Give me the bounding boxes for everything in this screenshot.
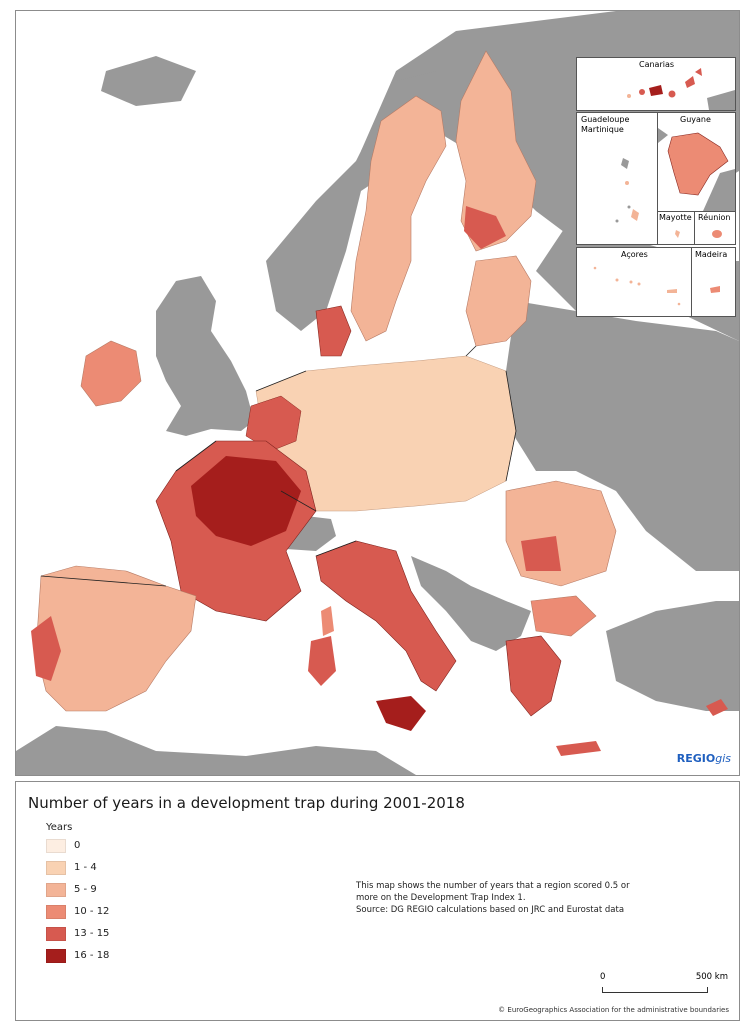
north-africa-land xyxy=(16,726,416,775)
inset-guyane: Guyane xyxy=(657,112,736,212)
eastern-europe-non-eu xyxy=(506,301,739,571)
inset-madeira: Madeira xyxy=(691,247,736,317)
finland-regions xyxy=(455,50,537,252)
legend-swatch xyxy=(46,926,66,941)
italy-regions xyxy=(315,540,457,692)
regiogis-logo-main: REGIO xyxy=(676,752,716,765)
inset-mayotte-label: Mayotte xyxy=(659,213,692,222)
legend-swatch xyxy=(46,904,66,919)
legend-class-0: 0 xyxy=(46,838,80,853)
baltic-regions xyxy=(465,255,532,347)
cyprus-region xyxy=(706,699,728,716)
inset-martinique-label: Martinique xyxy=(581,125,624,134)
iberia-regions xyxy=(35,565,197,712)
benelux-regions xyxy=(245,395,302,452)
bulgaria-regions xyxy=(530,595,597,637)
sicily-regions xyxy=(376,696,426,731)
inset-reunion-label: Réunion xyxy=(698,213,731,222)
legend-swatch xyxy=(46,860,66,875)
balkans-non-eu xyxy=(411,556,531,651)
legend-label: 16 - 18 xyxy=(74,950,110,961)
map-panel: Canarias Guadeloupe Martinique Guyane xyxy=(15,10,740,776)
inset-canarias-label: Canarias xyxy=(639,60,675,69)
legend-label: 0 xyxy=(74,840,81,851)
uk-land xyxy=(156,276,254,436)
inset-acores: Açores xyxy=(576,247,692,317)
inset-acores-label: Açores xyxy=(621,250,648,259)
regiogis-logo: REGIOgis xyxy=(677,752,731,765)
regiogis-logo-italic: gis xyxy=(715,752,731,765)
iceland-land xyxy=(101,56,196,106)
corsica-region xyxy=(321,606,334,636)
legend-class-4: 13 - 15 xyxy=(46,926,109,941)
finland-south-dark xyxy=(464,206,506,249)
romania-regions xyxy=(505,480,617,587)
turkey-land xyxy=(606,601,739,711)
denmark-regions xyxy=(315,305,352,357)
ireland-regions xyxy=(80,340,142,407)
national-borders xyxy=(40,345,517,587)
legend-label: 13 - 15 xyxy=(74,928,110,939)
legend-label: 10 - 12 xyxy=(74,906,110,917)
inset-reunion: Réunion xyxy=(694,211,736,245)
inset-guyane-label: Guyane xyxy=(680,115,711,124)
legend-class-3: 10 - 12 xyxy=(46,904,109,919)
note-line: Source: DG REGIO calculations based on J… xyxy=(356,905,625,915)
inset-mayotte: Mayotte xyxy=(657,211,695,245)
canarias-islands xyxy=(627,68,735,110)
legend-class-2: 5 - 9 xyxy=(46,882,97,897)
romania-dark xyxy=(521,536,561,571)
map-note: This map shows the number of years that … xyxy=(356,880,656,916)
inset-canarias: Canarias xyxy=(576,57,736,111)
inset-madeira-label: Madeira xyxy=(695,250,728,259)
copyright-notice: © EuroGeographics Association for the ad… xyxy=(498,1006,729,1014)
madeira-islands xyxy=(710,286,720,293)
france-dark-core xyxy=(191,456,301,546)
reunion-island xyxy=(712,230,722,238)
scale-bar: 0 500 km xyxy=(600,972,728,994)
scale-start-label: 0 xyxy=(600,972,606,982)
scale-end-label: 500 km xyxy=(695,972,728,982)
scale-line xyxy=(602,987,708,993)
legend-swatch xyxy=(46,838,66,853)
note-line: This map shows the number of years that … xyxy=(356,881,630,891)
crete-region xyxy=(556,741,601,756)
inset-guadeloupe-martinique: Guadeloupe Martinique xyxy=(576,112,658,245)
sardinia-regions xyxy=(308,636,336,686)
antilles-islands xyxy=(615,158,639,223)
legend-heading: Years xyxy=(46,822,73,833)
greece-regions xyxy=(505,635,562,717)
note-line: more on the Development Trap Index 1. xyxy=(356,893,526,903)
legend-swatch xyxy=(46,882,66,897)
acores-islands xyxy=(593,266,681,306)
legend-class-1: 1 - 4 xyxy=(46,860,97,875)
legend-panel: Number of years in a development trap du… xyxy=(15,781,740,1021)
mayotte-island xyxy=(675,230,680,238)
inset-guadeloupe-label: Guadeloupe xyxy=(581,115,630,124)
guyane-territory xyxy=(658,128,735,211)
portugal-coast-dark xyxy=(31,616,61,681)
legend-label: 5 - 9 xyxy=(74,884,97,895)
legend-swatch xyxy=(46,948,66,963)
sweden-regions xyxy=(350,95,447,342)
legend-label: 1 - 4 xyxy=(74,862,97,873)
legend-title: Number of years in a development trap du… xyxy=(28,794,465,812)
legend-class-5: 16 - 18 xyxy=(46,948,109,963)
